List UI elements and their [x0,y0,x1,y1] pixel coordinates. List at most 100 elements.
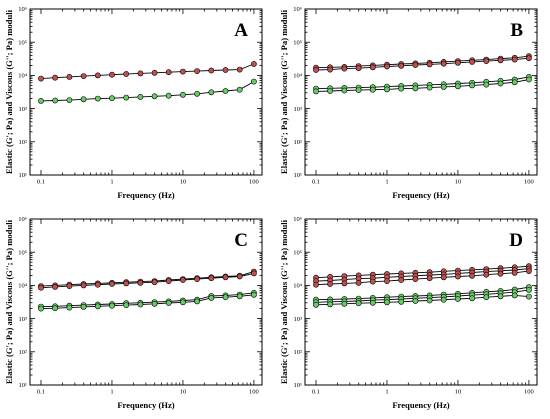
data-point [66,304,73,311]
data-point [52,284,58,290]
series-line [315,268,529,282]
data-point [384,63,390,70]
data-point [250,270,257,277]
data-point [151,300,158,307]
y-tick-label: 10⁶ [293,6,302,13]
data-point [497,80,504,87]
series-line [40,272,254,289]
data-point [369,278,376,285]
data-point [94,95,101,102]
data-point [398,62,405,69]
data-point [179,277,186,283]
data-point [469,295,475,302]
x-tick-label: 0.1 [312,389,320,396]
y-tick-label: 10⁵ [18,249,27,256]
x-tick-label: 0.1 [312,179,320,186]
data-point [94,281,101,288]
data-point [440,84,447,90]
data-point [440,296,447,303]
data-point [398,298,405,305]
data-point [52,305,58,312]
data-point [327,281,333,287]
x-tick-label: 100 [524,389,534,396]
y-axis-title: Elastic (G'; Pa) and Viscous (G''; Pa) m… [279,9,289,174]
data-point [222,67,229,73]
panel-label: A [234,20,248,41]
data-point [194,90,200,97]
data-point [440,60,447,67]
y-tick-label: 10⁴ [293,73,303,80]
data-point [511,79,518,86]
x-tick-label: 10 [180,179,187,186]
data-point [525,287,532,293]
data-point [341,300,348,307]
y-tick-label: 10² [294,139,303,146]
data-point [80,96,87,103]
data-point [236,66,243,73]
data-point [165,69,172,76]
data-point [137,279,144,286]
x-tick-label: 1 [110,389,113,396]
data-point [341,65,348,72]
data-point [384,299,390,306]
data-point [236,273,243,280]
x-tick-label: 0.1 [37,179,45,186]
data-point [52,97,58,104]
data-point [137,301,144,308]
chart-panel-d: 10¹ 10² 10³ 10⁴ 10⁵ 10⁶ 0.1 1 10 100 Frequency (Hz… [279,216,538,410]
data-point [208,89,215,96]
data-point [137,94,144,100]
x-tick-label: 10 [180,389,187,396]
series-line [40,292,254,308]
series-line [40,294,254,310]
data-point [483,81,490,88]
y-tick-label: 10⁶ [18,216,27,223]
data-point [511,56,518,63]
data-point [454,83,461,90]
y-tick-label: 10² [19,349,28,356]
series-line [40,63,255,80]
data-point [313,301,319,308]
data-point [151,69,158,76]
data-point [384,86,390,93]
data-point [94,72,101,79]
data-point [327,301,333,308]
data-point [469,272,475,279]
data-point [313,67,319,73]
data-point [52,74,58,81]
data-point [369,64,376,71]
data-point [94,303,101,310]
data-point [511,269,518,276]
data-point [80,304,87,310]
x-tick-label: 10 [455,179,462,186]
data-point [236,86,243,93]
x-axis-title: Frequency (Hz) [117,190,174,200]
data-point [426,84,433,91]
data-point [355,87,362,93]
data-point [123,94,130,101]
series-line [315,294,529,306]
y-tick-label: 10⁶ [293,216,302,223]
data-point [165,92,172,99]
data-point [151,93,158,100]
data-point [327,88,333,94]
data-point [194,68,200,74]
x-tick-label: 1 [110,179,113,186]
plot-frame [29,218,263,386]
data-point [497,293,504,300]
data-point [179,299,186,306]
data-point [66,74,73,80]
data-point [454,273,461,280]
data-point [525,268,532,274]
data-point [38,98,44,104]
data-point [355,65,362,72]
data-point [313,88,319,95]
data-point [483,271,490,278]
x-tick-label: 10 [455,389,462,396]
panel-label: B [510,20,523,41]
plot-frame [304,218,538,386]
data-point [208,67,215,74]
data-point [66,283,73,289]
data-point [454,59,461,66]
data-point [483,294,490,301]
